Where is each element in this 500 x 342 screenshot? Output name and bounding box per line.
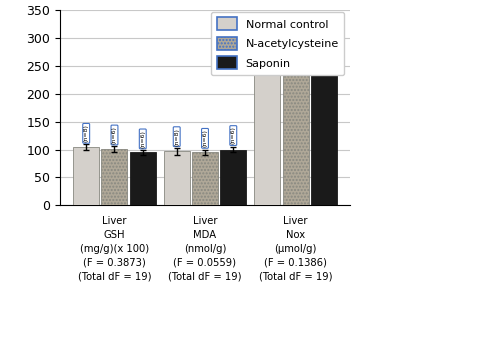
Text: (n=6): (n=6) xyxy=(231,127,236,144)
Bar xyxy=(102,149,128,205)
Bar xyxy=(254,50,280,205)
Text: (n=8): (n=8) xyxy=(84,124,88,142)
Text: (n=6): (n=6) xyxy=(112,126,117,144)
Text: (n=6): (n=6) xyxy=(202,129,207,147)
Text: (n=8): (n=8) xyxy=(174,128,179,146)
Text: (n=6): (n=6) xyxy=(293,19,298,37)
Text: (n=6): (n=6) xyxy=(322,30,326,48)
Bar xyxy=(311,56,337,205)
Bar xyxy=(192,152,218,205)
Legend: Normal control, N-acetylcysteine, Saponin: Normal control, N-acetylcysteine, Saponi… xyxy=(211,12,344,75)
Bar xyxy=(164,151,190,205)
Text: (n=8): (n=8) xyxy=(264,21,270,39)
Bar xyxy=(282,49,308,205)
Text: (n=6): (n=6) xyxy=(140,130,145,148)
Bar xyxy=(130,152,156,205)
Bar xyxy=(73,147,99,205)
Bar xyxy=(220,149,246,205)
